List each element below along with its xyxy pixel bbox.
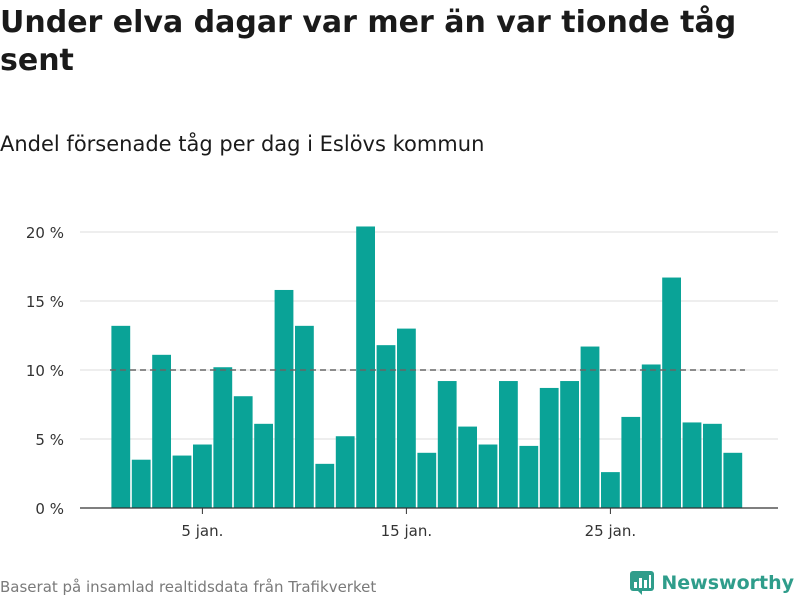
bar bbox=[172, 455, 192, 508]
x-tick-label: 25 jan. bbox=[585, 522, 637, 540]
x-tick-label: 15 jan. bbox=[381, 522, 433, 540]
chart-title: Under elva dagar var mer än var tionde t… bbox=[0, 5, 737, 78]
bar bbox=[539, 387, 559, 508]
y-tick-label: 0 % bbox=[35, 500, 64, 518]
bar bbox=[376, 345, 396, 508]
bar bbox=[478, 444, 498, 508]
bar bbox=[111, 325, 131, 508]
bar bbox=[580, 346, 600, 508]
y-tick-label: 10 % bbox=[26, 362, 64, 380]
bar bbox=[274, 289, 294, 508]
bar bbox=[519, 445, 539, 508]
bar bbox=[254, 423, 273, 508]
newsworthy-logo-icon bbox=[630, 571, 655, 595]
bar bbox=[356, 226, 375, 509]
bar bbox=[417, 452, 437, 508]
bar bbox=[621, 416, 641, 508]
bar bbox=[723, 452, 743, 508]
source-note: Baserat på insamlad realtidsdata från Tr… bbox=[0, 578, 377, 596]
y-tick-label: 20 % bbox=[26, 224, 64, 242]
bar bbox=[703, 423, 722, 508]
bar bbox=[662, 277, 681, 508]
y-tick-label: 5 % bbox=[35, 431, 64, 449]
bar bbox=[601, 472, 620, 508]
bar bbox=[131, 459, 151, 508]
bar bbox=[315, 463, 335, 508]
x-tick-label: 5 jan. bbox=[181, 522, 223, 540]
bar bbox=[437, 381, 457, 508]
bar bbox=[152, 354, 171, 508]
bar bbox=[213, 367, 233, 508]
bar bbox=[641, 364, 661, 508]
brand-logo: Newsworthy bbox=[629, 570, 794, 596]
bar bbox=[193, 444, 212, 508]
bar bbox=[682, 422, 702, 508]
brand-name: Newsworthy bbox=[661, 572, 794, 594]
bar bbox=[560, 381, 579, 508]
bar bbox=[295, 325, 314, 508]
bar bbox=[499, 381, 518, 508]
bar bbox=[458, 426, 477, 508]
y-tick-label: 15 % bbox=[26, 293, 64, 311]
chart-subtitle: Andel försenade tåg per dag i Eslövs kom… bbox=[0, 132, 485, 156]
bar bbox=[335, 436, 355, 508]
bar bbox=[397, 328, 416, 508]
bar bbox=[233, 396, 253, 508]
